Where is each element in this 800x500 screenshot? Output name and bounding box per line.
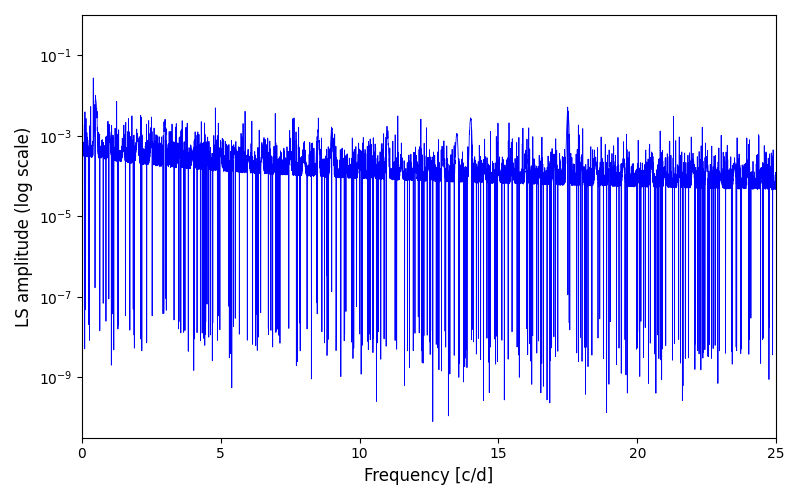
Y-axis label: LS amplitude (log scale): LS amplitude (log scale) — [15, 126, 33, 326]
X-axis label: Frequency [c/d]: Frequency [c/d] — [364, 467, 494, 485]
